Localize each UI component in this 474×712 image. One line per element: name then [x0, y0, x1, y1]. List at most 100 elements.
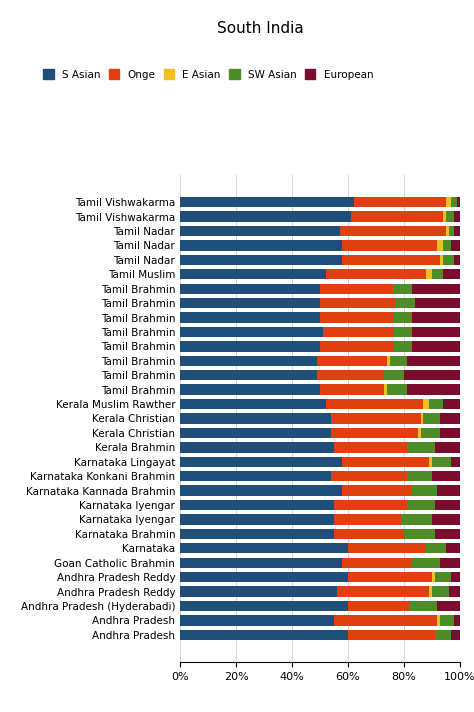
Bar — [435, 629, 451, 640]
Bar — [384, 384, 387, 395]
Bar — [339, 226, 446, 236]
Bar — [180, 370, 317, 380]
Bar — [180, 255, 342, 265]
Bar — [180, 471, 331, 481]
Bar — [438, 240, 443, 251]
Bar — [317, 355, 387, 366]
Bar — [180, 384, 320, 395]
Bar — [429, 456, 432, 467]
Bar — [331, 428, 418, 438]
Bar — [401, 514, 432, 525]
Bar — [348, 629, 435, 640]
Bar — [180, 226, 339, 236]
Bar — [443, 211, 446, 222]
Bar — [320, 283, 392, 294]
Bar — [407, 500, 435, 511]
Bar — [323, 327, 392, 337]
Bar — [392, 341, 412, 352]
Bar — [438, 486, 460, 496]
Bar — [412, 557, 440, 568]
Bar — [451, 629, 460, 640]
Bar — [342, 486, 412, 496]
Bar — [440, 413, 460, 424]
Bar — [334, 442, 407, 453]
Bar — [446, 226, 448, 236]
Bar — [180, 486, 342, 496]
Bar — [348, 601, 410, 611]
Bar — [415, 298, 460, 308]
Bar — [180, 269, 326, 280]
Bar — [451, 197, 457, 207]
Bar — [454, 226, 460, 236]
Bar — [412, 283, 460, 294]
Bar — [454, 615, 460, 626]
Bar — [180, 601, 348, 611]
Bar — [180, 557, 342, 568]
Bar — [435, 572, 451, 582]
Bar — [454, 211, 460, 222]
Bar — [435, 500, 460, 511]
Bar — [180, 327, 323, 337]
Bar — [443, 399, 460, 409]
Bar — [180, 572, 348, 582]
Bar — [457, 197, 460, 207]
Bar — [390, 355, 407, 366]
Bar — [420, 413, 423, 424]
Bar — [443, 269, 460, 280]
Legend: S Asian, Onge, E Asian, SW Asian, European: S Asian, Onge, E Asian, SW Asian, Europe… — [43, 69, 374, 80]
Bar — [432, 471, 460, 481]
Bar — [320, 341, 392, 352]
Bar — [180, 298, 320, 308]
Bar — [180, 240, 342, 251]
Bar — [429, 587, 432, 597]
Bar — [180, 399, 326, 409]
Bar — [440, 615, 454, 626]
Bar — [180, 629, 348, 640]
Bar — [429, 399, 443, 409]
Bar — [407, 384, 460, 395]
Text: South India: South India — [217, 21, 304, 36]
Bar — [426, 543, 446, 553]
Bar — [180, 514, 334, 525]
Bar — [418, 428, 420, 438]
Bar — [331, 471, 407, 481]
Bar — [420, 428, 440, 438]
Bar — [440, 557, 460, 568]
Bar — [342, 456, 429, 467]
Bar — [320, 298, 395, 308]
Bar — [412, 341, 460, 352]
Bar — [392, 283, 412, 294]
Bar — [180, 615, 334, 626]
Bar — [180, 197, 354, 207]
Bar — [451, 456, 460, 467]
Bar — [446, 197, 451, 207]
Bar — [407, 355, 460, 366]
Bar — [412, 313, 460, 323]
Bar — [334, 500, 407, 511]
Bar — [451, 572, 460, 582]
Bar — [440, 428, 460, 438]
Bar — [432, 587, 448, 597]
Bar — [180, 355, 317, 366]
Bar — [454, 255, 460, 265]
Bar — [412, 486, 438, 496]
Bar — [317, 370, 384, 380]
Bar — [438, 601, 460, 611]
Bar — [443, 240, 451, 251]
Bar — [426, 269, 432, 280]
Bar — [410, 601, 438, 611]
Bar — [334, 529, 404, 539]
Bar — [180, 500, 334, 511]
Bar — [320, 384, 384, 395]
Bar — [326, 399, 423, 409]
Bar — [180, 428, 331, 438]
Bar — [331, 413, 420, 424]
Bar — [180, 529, 334, 539]
Bar — [342, 557, 412, 568]
Bar — [342, 240, 438, 251]
Bar — [348, 572, 432, 582]
Bar — [180, 211, 351, 222]
Bar — [395, 298, 415, 308]
Bar — [384, 370, 404, 380]
Bar — [392, 313, 412, 323]
